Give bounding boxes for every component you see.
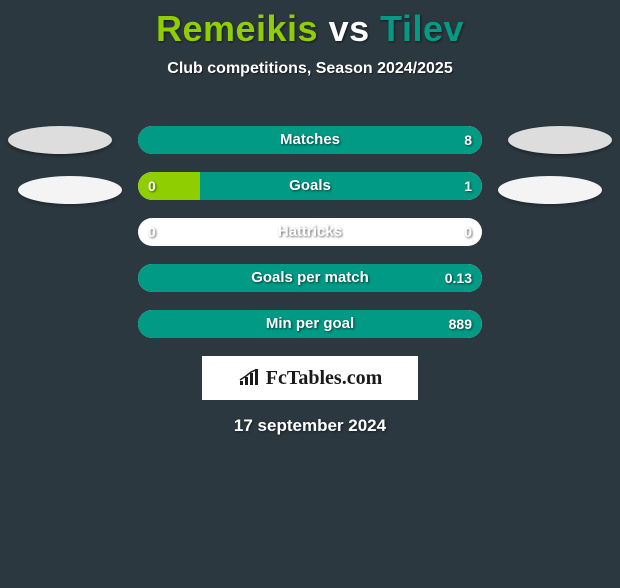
stat-row: Matches 8 [138, 126, 482, 154]
title-vs: vs [329, 8, 370, 49]
logo-text-rest: Tables.com [287, 367, 382, 389]
stat-value-right: 1 [464, 172, 472, 200]
logo-text: FcTables.com [266, 367, 382, 390]
stat-row: Min per goal 889 [138, 310, 482, 338]
stat-label: Goals [138, 172, 482, 200]
stat-value-right: 8 [464, 126, 472, 154]
player1-badge-front [18, 176, 122, 204]
player1-badge-back [8, 126, 112, 154]
date-label: 17 september 2024 [0, 416, 620, 436]
attribution-logo: FcTables.com [202, 356, 418, 400]
stat-label: Matches [138, 126, 482, 154]
logo-text-strong: Fc [266, 367, 287, 389]
stat-label: Goals per match [138, 264, 482, 292]
stat-label: Min per goal [138, 310, 482, 338]
player1-name: Remeikis [156, 8, 318, 49]
player2-badge-back [508, 126, 612, 154]
comparison-title: Remeikis vs Tilev [0, 8, 620, 50]
stats-bars: Matches 8 0 Goals 1 0 Hattricks 0 Goals … [138, 126, 482, 338]
stat-row: 0 Hattricks 0 [138, 218, 482, 246]
player2-name: Tilev [380, 8, 464, 49]
stat-row: 0 Goals 1 [138, 172, 482, 200]
player2-badge-front [498, 176, 602, 204]
stat-value-right: 889 [449, 310, 472, 338]
bar-chart-icon [238, 369, 262, 387]
stat-value-right: 0 [464, 218, 472, 246]
stat-label: Hattricks [138, 218, 482, 246]
stat-row: Goals per match 0.13 [138, 264, 482, 292]
subtitle: Club competitions, Season 2024/2025 [0, 60, 620, 78]
content-area: Matches 8 0 Goals 1 0 Hattricks 0 Goals … [0, 126, 620, 436]
stat-value-right: 0.13 [445, 264, 472, 292]
